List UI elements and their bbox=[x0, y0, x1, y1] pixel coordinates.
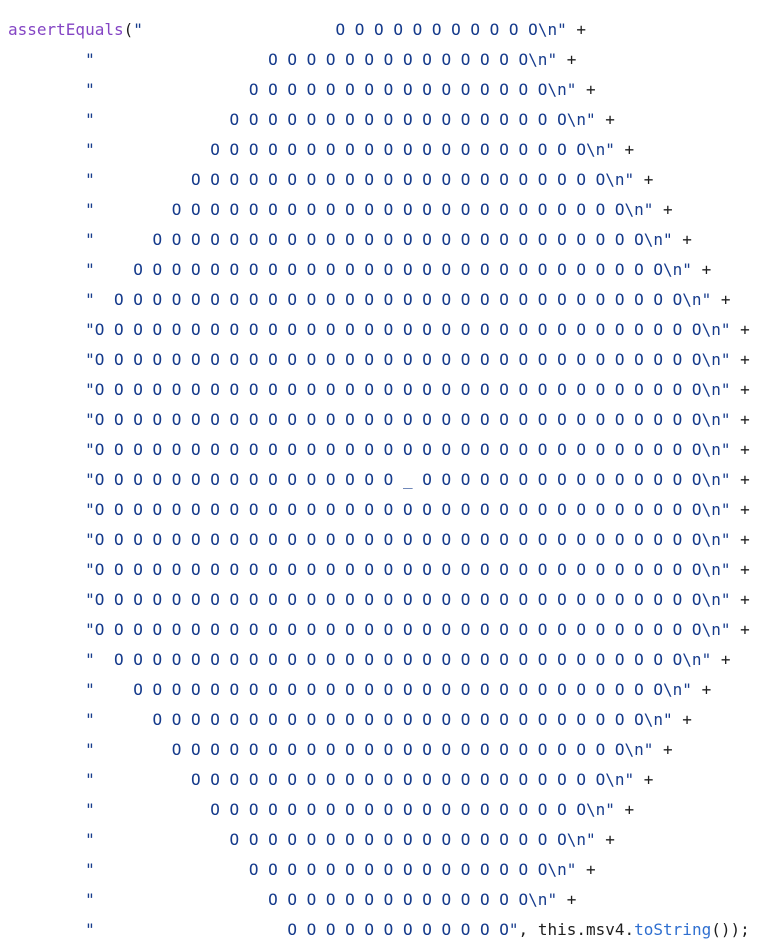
code-token: "O O O O O O O O O O O O O O O O O O O O… bbox=[8, 530, 731, 549]
code-token: "O O O O O O O O O O O O O O O O O O O O… bbox=[8, 590, 731, 609]
code-token: " O O O O O O O O O O O O O O\n" bbox=[8, 50, 558, 69]
code-line: " O O O O O O O O O O O O O O O O O O O … bbox=[8, 675, 750, 705]
code-line: " O O O O O O O O O O O O O O O O O O O … bbox=[8, 225, 750, 255]
code-token: + bbox=[672, 230, 692, 249]
code-token: "O O O O O O O O O O O O O O O O O O O O… bbox=[8, 320, 731, 339]
code-line: " O O O O O O O O O O O O O O O O\n" + bbox=[8, 75, 750, 105]
code-token: + bbox=[730, 590, 750, 609]
code-line: " O O O O O O O O O O O O O O O O O O O … bbox=[8, 195, 750, 225]
code-token: "O O O O O O O O O O O O O O O O O O O O… bbox=[8, 620, 731, 639]
code-line: " O O O O O O O O O O O O O O O O O O O … bbox=[8, 645, 750, 675]
code-line: " O O O O O O O O O O O O O O O O O O O … bbox=[8, 765, 750, 795]
code-token: "O O O O O O O O O O O O O O O O _ O O O… bbox=[8, 470, 731, 489]
code-token: + bbox=[730, 470, 750, 489]
code-line: " O O O O O O O O O O O O O O O O\n" + bbox=[8, 855, 750, 885]
code-token: " O O O O O O O O O O O O O O O O O O O … bbox=[8, 200, 654, 219]
code-line: " O O O O O O O O O O O O O O\n" + bbox=[8, 885, 750, 915]
code-token: + bbox=[595, 110, 615, 129]
code-line: "O O O O O O O O O O O O O O O O O O O O… bbox=[8, 405, 750, 435]
code-line: " O O O O O O O O O O O O O O O O O O O … bbox=[8, 705, 750, 735]
code-line: " O O O O O O O O O O O O O O O O O O O … bbox=[8, 795, 750, 825]
code-token: " O O O O O O O O O O O O O O O O O O O … bbox=[8, 710, 673, 729]
code-token: + bbox=[730, 380, 750, 399]
code-token: + bbox=[653, 740, 673, 759]
code-token: + bbox=[730, 500, 750, 519]
code-token: assertEquals bbox=[8, 20, 124, 39]
code-token: + bbox=[691, 680, 712, 699]
code-line: "O O O O O O O O O O O O O O O O O O O O… bbox=[8, 495, 750, 525]
code-token: + bbox=[576, 80, 596, 99]
code-token: ()); bbox=[711, 920, 750, 939]
code-token: + bbox=[730, 350, 750, 369]
code-token: + bbox=[653, 200, 673, 219]
code-token: "O O O O O O O O O O O O O O O O O O O O… bbox=[8, 410, 731, 429]
code-token: " O O O O O O O O O O O\n" bbox=[133, 20, 567, 39]
code-token: + bbox=[557, 890, 577, 909]
code-token: " O O O O O O O O O O O O O O O O O O O … bbox=[8, 290, 712, 309]
code-line: "O O O O O O O O O O O O O O O O O O O O… bbox=[8, 585, 750, 615]
code-line: "O O O O O O O O O O O O O O O O O O O O… bbox=[8, 555, 750, 585]
code-line: " O O O O O O O O O O O O O O O O O O O … bbox=[8, 285, 750, 315]
code-line: "O O O O O O O O O O O O O O O O O O O O… bbox=[8, 435, 750, 465]
code-token: + bbox=[730, 320, 750, 339]
code-token: " O O O O O O O O O O O O O O O O O O O … bbox=[8, 770, 635, 789]
code-line: " O O O O O O O O O O O O O O O O O O O … bbox=[8, 255, 750, 285]
code-token: " O O O O O O O O O O O O O O O O O O O … bbox=[8, 140, 615, 159]
code-token: , this.msv4. bbox=[518, 920, 635, 939]
code-token: + bbox=[557, 50, 577, 69]
code-token: + bbox=[730, 410, 750, 429]
code-line: " O O O O O O O O O O O O O O O O O O\n"… bbox=[8, 105, 750, 135]
code-token: " O O O O O O O O O O O O O O O O O O\n" bbox=[8, 830, 596, 849]
code-token: toString bbox=[634, 920, 712, 939]
code-token: " O O O O O O O O O O O O O O O O O O O … bbox=[8, 680, 692, 699]
code-token: " O O O O O O O O O O O O O O O O O O O … bbox=[8, 260, 692, 279]
code-token: + bbox=[730, 530, 750, 549]
code-token: + bbox=[634, 770, 654, 789]
code-token: " O O O O O O O O O O O O O O O O O O O … bbox=[8, 800, 615, 819]
code-token: ( bbox=[123, 20, 134, 39]
code-token: + bbox=[672, 710, 692, 729]
code-token: " O O O O O O O O O O O O O O O O O O O … bbox=[8, 230, 673, 249]
code-line: "O O O O O O O O O O O O O O O O O O O O… bbox=[8, 615, 750, 645]
code-token: + bbox=[691, 260, 712, 279]
code-token: + bbox=[576, 860, 596, 879]
code-token: + bbox=[634, 170, 654, 189]
code-token: " O O O O O O O O O O O O O O O O O O O … bbox=[8, 740, 654, 759]
code-line: "O O O O O O O O O O O O O O O O O O O O… bbox=[8, 375, 750, 405]
code-token: + bbox=[595, 830, 615, 849]
code-token: "O O O O O O O O O O O O O O O O O O O O… bbox=[8, 380, 731, 399]
code-token: " O O O O O O O O O O O O" bbox=[8, 920, 519, 939]
code-token: "O O O O O O O O O O O O O O O O O O O O… bbox=[8, 560, 731, 579]
code-line: "O O O O O O O O O O O O O O O O O O O O… bbox=[8, 315, 750, 345]
code-token: + bbox=[614, 140, 635, 159]
code-line: " O O O O O O O O O O O O O O O O O O O … bbox=[8, 135, 750, 165]
code-token: " O O O O O O O O O O O O O O O O O O\n" bbox=[8, 110, 596, 129]
code-token: " O O O O O O O O O O O O O O\n" bbox=[8, 890, 558, 909]
code-token: "O O O O O O O O O O O O O O O O O O O O… bbox=[8, 500, 731, 519]
code-token: " O O O O O O O O O O O O O O O O\n" bbox=[8, 860, 577, 879]
code-token: + bbox=[614, 800, 635, 819]
code-line: " O O O O O O O O O O O O O O O O O O\n"… bbox=[8, 825, 750, 855]
code-line: " O O O O O O O O O O O O O O\n" + bbox=[8, 45, 750, 75]
code-token: "O O O O O O O O O O O O O O O O O O O O… bbox=[8, 440, 731, 459]
code-line: "O O O O O O O O O O O O O O O O O O O O… bbox=[8, 345, 750, 375]
code-line: " O O O O O O O O O O O O O O O O O O O … bbox=[8, 165, 750, 195]
code-token: + bbox=[711, 290, 731, 309]
code-token: " O O O O O O O O O O O O O O O O O O O … bbox=[8, 170, 635, 189]
code-token: + bbox=[730, 440, 750, 459]
code-token: " O O O O O O O O O O O O O O O O O O O … bbox=[8, 650, 712, 669]
code-line: " O O O O O O O O O O O O", this.msv4.to… bbox=[8, 915, 750, 945]
code-token: "O O O O O O O O O O O O O O O O O O O O… bbox=[8, 350, 731, 369]
code-line: " O O O O O O O O O O O O O O O O O O O … bbox=[8, 735, 750, 765]
code-token: + bbox=[566, 20, 586, 39]
code-token: + bbox=[711, 650, 731, 669]
code-line: "O O O O O O O O O O O O O O O O O O O O… bbox=[8, 525, 750, 555]
code-token: + bbox=[730, 560, 750, 579]
code-line: assertEquals(" O O O O O O O O O O O\n" … bbox=[8, 15, 750, 45]
code-line: "O O O O O O O O O O O O O O O O _ O O O… bbox=[8, 465, 750, 495]
code-block: assertEquals(" O O O O O O O O O O O\n" … bbox=[8, 15, 750, 945]
code-token: " O O O O O O O O O O O O O O O O\n" bbox=[8, 80, 577, 99]
code-token: + bbox=[730, 620, 750, 639]
